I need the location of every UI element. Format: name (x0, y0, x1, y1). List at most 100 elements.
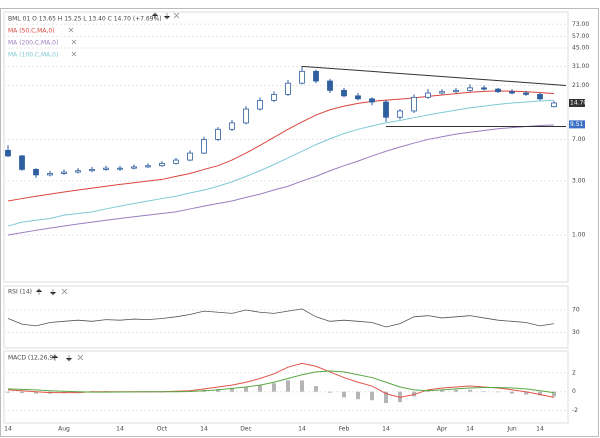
candle-body (61, 171, 67, 174)
y-tick-label: 30 (572, 329, 580, 336)
candle-body (257, 99, 263, 110)
histogram-bar (286, 380, 290, 392)
histogram-bar (34, 391, 38, 394)
rsi-panel (3, 285, 569, 349)
histogram-bar (314, 386, 318, 392)
histogram-bar (440, 389, 444, 392)
candle-body (397, 110, 403, 118)
y-tick-label: 2 (572, 369, 576, 376)
candle-body (537, 94, 543, 100)
histogram-bar (496, 391, 500, 393)
x-tick-label: Dec (240, 426, 252, 433)
histogram-bar (356, 391, 360, 400)
y-tick-label: 45.00 (572, 45, 589, 52)
y-tick-label: 1.00 (572, 231, 586, 238)
candle-body (215, 128, 221, 140)
candle-body (131, 166, 137, 169)
candle-body (439, 91, 445, 94)
histogram-bar (20, 391, 24, 394)
histogram-bar (468, 389, 472, 392)
y-tick-label: 0 (572, 388, 576, 395)
x-tick-label: Apr (437, 426, 448, 433)
moving-average (7, 99, 555, 227)
histogram-bar (538, 391, 542, 396)
x-tick-label: 14 (200, 426, 208, 433)
y-tick-label: 21.00 (572, 82, 589, 89)
histogram-bar (454, 389, 458, 392)
x-tick-label: 14 (298, 426, 306, 433)
histogram-bar (300, 380, 304, 392)
trend-line (301, 65, 567, 86)
indicator-line (7, 370, 555, 394)
candle-body (145, 165, 151, 168)
x-tick-label: Oct (157, 426, 168, 433)
y-tick-label: 73.00 (572, 21, 589, 28)
histogram-bar (328, 391, 332, 393)
candle-body (103, 167, 109, 170)
panel-title: MACD (12,26,9) (8, 355, 55, 362)
legend-entry: MA (200,C,MA,0) (8, 40, 58, 47)
candle-body (33, 169, 39, 176)
candle-body (383, 101, 389, 118)
candle-body (285, 82, 291, 95)
y-tick-label: 57.00 (572, 33, 589, 40)
price-marker (569, 120, 585, 129)
candle-body (509, 91, 515, 94)
candle-body (481, 87, 487, 90)
candle-body (19, 155, 25, 170)
x-tick-label: Aug (58, 426, 70, 433)
candle-body (173, 159, 179, 164)
legend-entry: MA (50,C,MA,0) (8, 28, 55, 35)
x-tick-label: 14 (116, 426, 124, 433)
x-tick-label: 14 (382, 426, 390, 433)
x-tick-label: 14 (466, 426, 474, 433)
moving-average (7, 124, 555, 236)
candle-body (313, 70, 319, 82)
candle-body (523, 92, 529, 95)
candle-body (117, 167, 123, 170)
candle-body (453, 89, 459, 93)
panel-title: RSI (14) (8, 289, 32, 296)
candle-body (271, 94, 277, 101)
candle-body (355, 95, 361, 100)
histogram-bar (482, 391, 486, 392)
x-tick-label: Feb (339, 426, 350, 433)
macd-panel (3, 350, 569, 424)
candle-body (467, 87, 473, 91)
histogram-bar (258, 385, 262, 392)
candle-body (5, 149, 11, 157)
price-marker (569, 98, 585, 107)
histogram-bar (6, 391, 10, 393)
candle-body (187, 152, 193, 161)
y-tick-label: 70 (572, 307, 580, 314)
histogram-bar (524, 391, 528, 395)
x-tick-label: 14 (536, 426, 544, 433)
candle-body (159, 162, 165, 167)
panel-title: BML 01 O 13.65 H 15.25 L 13.40 C 14.70 (… (8, 16, 162, 23)
candle-body (327, 80, 333, 91)
candle-body (411, 96, 417, 112)
candle-body (425, 92, 431, 98)
indicator-line (7, 308, 555, 328)
y-tick-label: 7.00 (572, 136, 586, 143)
candle-body (229, 122, 235, 130)
legend-entry: MA (100,C,MA,0) (8, 52, 58, 59)
candle-body (495, 88, 501, 93)
candle-body (341, 89, 347, 97)
price-panel (3, 11, 569, 283)
candle-body (89, 169, 95, 172)
candle-body (369, 98, 375, 103)
histogram-bar (510, 391, 514, 394)
candle-body (47, 173, 53, 176)
histogram-bar (230, 388, 234, 392)
histogram-bar (342, 391, 346, 398)
price-marker-label: 14.70 (570, 99, 587, 106)
x-tick-label: 14 (4, 426, 12, 433)
candle-body (75, 170, 81, 173)
price-marker-label: 9.51 (570, 121, 584, 128)
frame (0, 8, 599, 437)
y-tick-label: -2 (572, 407, 578, 414)
y-tick-label: 31.00 (572, 63, 589, 70)
histogram-bar (272, 383, 276, 392)
